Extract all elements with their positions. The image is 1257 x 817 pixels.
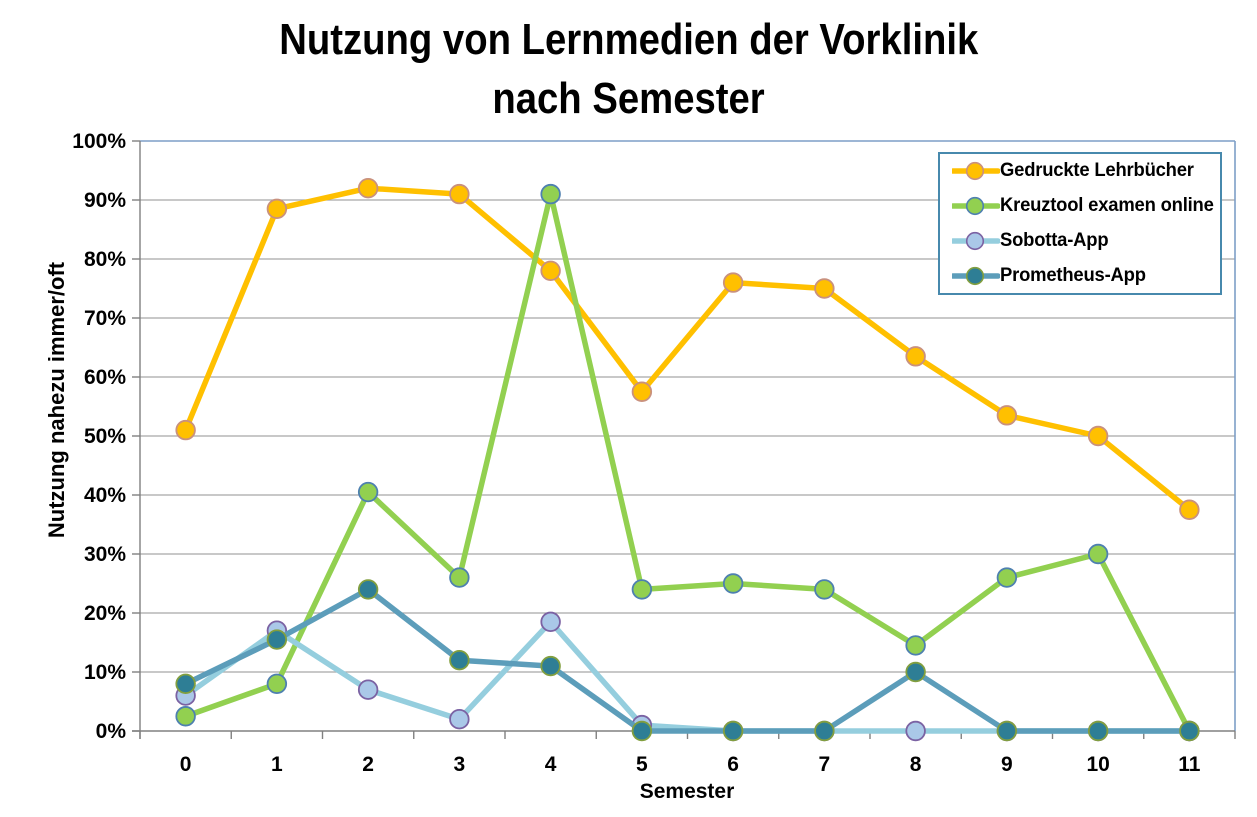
data-point	[540, 260, 561, 282]
y-tick-label: 70%	[84, 307, 126, 330]
data-point	[905, 720, 926, 742]
data-point	[996, 720, 1018, 742]
y-tick-label: 100%	[72, 130, 126, 153]
x-tick-label: 11	[1178, 753, 1201, 776]
y-tick-label: 80%	[84, 248, 126, 271]
legend-item-gedruckte-lehrb-cher: Gedruckte Lehrbücher	[940, 160, 1220, 182]
legend-label: Gedruckte Lehrbücher	[1000, 160, 1194, 182]
data-point	[357, 177, 379, 199]
legend-label: Sobotta-App	[1000, 229, 1109, 251]
data-point	[631, 579, 653, 600]
data-point	[722, 720, 744, 742]
series-line	[182, 185, 1193, 513]
series-line	[182, 619, 1193, 734]
data-point	[175, 419, 196, 441]
data-point	[905, 346, 926, 367]
data-point	[722, 573, 744, 594]
data-point	[814, 278, 835, 299]
legend: Gedruckte Lehrbücher Kreuztool examen onl…	[938, 152, 1222, 295]
data-point	[357, 679, 379, 700]
data-point	[266, 673, 288, 695]
x-tick-label: 8	[910, 753, 922, 776]
legend-label: Kreuztool examen online	[1000, 195, 1214, 217]
data-point	[266, 198, 288, 220]
x-axis-title: Semester	[639, 780, 735, 803]
data-point	[996, 567, 1018, 588]
y-tick-label: 20%	[84, 602, 126, 625]
data-point	[175, 706, 196, 727]
data-point	[1179, 720, 1200, 742]
data-point	[814, 720, 835, 742]
series-prometheus-app	[175, 579, 1200, 742]
data-point	[449, 567, 470, 588]
chart-title-line1: Nutzung von Lernmedien der Vorklinik	[278, 15, 979, 64]
data-point	[1087, 425, 1109, 447]
data-point	[996, 405, 1018, 426]
data-point	[449, 650, 470, 671]
legend-item-sobotta-app: Sobotta-App	[940, 230, 1220, 252]
data-point	[722, 272, 744, 293]
chart-title: Nutzung von Lernmedien der Vorklinik nac…	[0, 10, 1257, 128]
legend-swatch	[952, 231, 1000, 250]
x-tick-label: 6	[727, 753, 739, 776]
data-point	[540, 611, 561, 633]
data-point	[449, 709, 470, 730]
data-point	[357, 579, 379, 600]
data-point	[905, 635, 926, 656]
data-point	[1087, 720, 1109, 742]
y-tick-label: 50%	[84, 425, 126, 448]
data-point	[540, 655, 561, 677]
legend-label: Prometheus-App	[1000, 264, 1146, 286]
y-tick-label: 90%	[84, 189, 126, 212]
x-tick-label: 1	[271, 753, 283, 776]
data-point	[449, 183, 470, 205]
x-tick-label: 9	[1001, 753, 1013, 776]
data-point	[631, 381, 653, 402]
y-tick-label: 0%	[96, 720, 127, 743]
data-point	[905, 661, 926, 683]
x-tick-label: 0	[180, 753, 192, 776]
x-tick-label: 7	[819, 753, 831, 776]
series-line	[182, 191, 1193, 734]
data-point	[540, 183, 561, 205]
legend-item-kreuztool-examen-online: Kreuztool examen online	[940, 195, 1220, 217]
y-tick-label: 30%	[84, 543, 126, 566]
data-point	[175, 673, 196, 695]
x-tick-label: 2	[362, 753, 374, 776]
x-tick-label: 10	[1086, 753, 1109, 776]
data-point	[266, 629, 288, 650]
legend-item-prometheus-app: Prometheus-App	[940, 265, 1220, 287]
data-point	[1087, 543, 1109, 565]
chart-title-line2: nach Semester	[492, 74, 765, 123]
series-line	[182, 586, 1193, 734]
data-point	[814, 579, 835, 600]
legend-swatch	[952, 266, 1000, 285]
y-tick-label: 10%	[84, 661, 126, 684]
x-tick-label: 4	[545, 753, 557, 776]
plot-border	[140, 140, 1236, 731]
legend-swatch	[952, 162, 1000, 181]
legend-swatch	[952, 197, 1000, 216]
x-tick-label: 5	[636, 753, 648, 776]
data-point	[1179, 499, 1200, 520]
data-point	[357, 481, 379, 503]
series-sobotta-app	[175, 611, 1200, 742]
data-point	[631, 720, 653, 742]
x-tick-label: 3	[454, 753, 466, 776]
y-tick-label: 60%	[84, 366, 126, 389]
y-tick-label: 40%	[84, 484, 126, 507]
series-gedruckte-lehrb-cher	[175, 177, 1200, 520]
